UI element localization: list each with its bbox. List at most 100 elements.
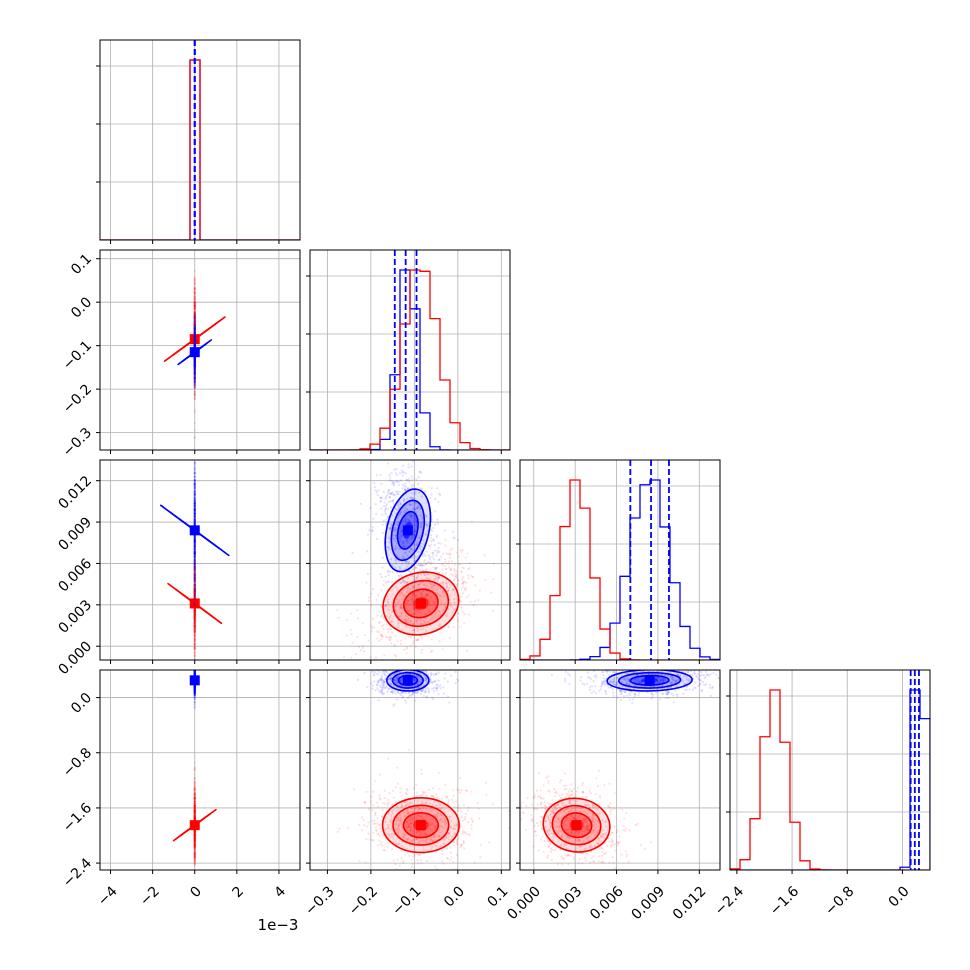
scatter-point	[193, 590, 196, 593]
scatter-point	[457, 612, 460, 615]
scatter-point	[394, 523, 397, 526]
scatter-point	[419, 525, 423, 528]
scatter-point	[417, 583, 420, 586]
scatter-point	[193, 589, 196, 592]
scatter-point	[193, 471, 196, 475]
scatter-point	[193, 558, 196, 561]
scatter-point	[386, 580, 389, 583]
scatter-point	[432, 539, 435, 542]
scatter-point	[193, 301, 196, 304]
scatter-point	[193, 303, 196, 307]
scatter-point	[397, 621, 400, 624]
scatter-point	[193, 841, 196, 844]
scatter-point	[415, 478, 418, 481]
scatter-point	[389, 637, 393, 640]
scatter-point	[193, 512, 196, 516]
scatter-point	[193, 584, 196, 587]
scatter-point	[193, 548, 196, 551]
scatter-point	[422, 561, 426, 564]
scatter-point	[194, 877, 196, 879]
scatter-point	[429, 586, 432, 589]
scatter-point	[193, 841, 196, 844]
scatter-point	[394, 605, 398, 608]
scatter-point	[193, 574, 196, 578]
scatter-point	[454, 591, 457, 594]
scatter-point	[413, 493, 417, 496]
scatter-point	[193, 589, 196, 592]
scatter-point	[193, 630, 196, 633]
scatter-point	[453, 601, 456, 604]
scatter-point	[432, 600, 436, 603]
scatter-point	[193, 834, 196, 837]
scatter-point	[377, 630, 380, 634]
scatter-point	[193, 313, 196, 316]
scatter-point	[193, 377, 196, 380]
scatter-point	[460, 588, 463, 591]
scatter-point	[193, 809, 196, 812]
scatter-point	[193, 509, 196, 512]
scatter-point	[406, 487, 409, 491]
scatter-point	[193, 588, 196, 591]
scatter-point	[193, 333, 196, 336]
scatter-point	[193, 795, 196, 798]
scatter-point	[394, 526, 397, 529]
scatter-point	[193, 584, 196, 587]
scatter-point	[193, 609, 196, 612]
scatter-point	[193, 797, 196, 800]
scatter-point	[193, 555, 196, 558]
scatter-point	[193, 615, 196, 618]
scatter-point	[372, 626, 375, 629]
scatter-point	[453, 569, 456, 572]
scatter-point	[193, 501, 196, 505]
scatter-point	[193, 513, 196, 516]
scatter-point	[193, 324, 196, 327]
panel-frame-0-0	[99, 39, 301, 241]
scatter-point	[193, 609, 196, 612]
scatter-point	[193, 568, 196, 571]
scatter-point	[403, 579, 406, 583]
scatter-point	[193, 367, 196, 370]
scatter-point	[374, 489, 377, 492]
scatter-point	[396, 517, 399, 520]
scatter-point	[193, 328, 196, 331]
scatter-point	[193, 604, 196, 607]
scatter-point	[193, 844, 196, 847]
scatter-point	[193, 860, 196, 863]
scatter-point	[193, 569, 196, 573]
scatter-point	[414, 507, 417, 510]
scatter-point	[193, 608, 196, 611]
scatter-point	[434, 597, 437, 600]
scatter-point	[399, 594, 402, 597]
scatter-point	[193, 359, 196, 362]
scatter-point	[193, 616, 196, 619]
scatter-point	[420, 495, 423, 498]
scatter-point	[492, 609, 495, 613]
scatter-point	[193, 847, 196, 850]
scatter-point	[193, 592, 196, 595]
scatter-point	[193, 815, 196, 818]
scatter-point	[193, 325, 196, 328]
scatter-point	[193, 591, 196, 594]
scatter-point	[400, 533, 403, 537]
scatter-point	[193, 316, 196, 320]
scatter-point	[193, 323, 196, 326]
scatter-point	[193, 609, 196, 612]
scatter-point	[193, 546, 196, 549]
scatter-point	[413, 554, 416, 558]
scatter-point	[193, 483, 196, 486]
scatter-point	[193, 567, 196, 571]
scatter-point	[193, 319, 196, 323]
scatter-point	[193, 630, 196, 633]
scatter-point	[193, 808, 196, 811]
scatter-point	[193, 806, 196, 809]
scatter-point	[415, 619, 418, 622]
scatter-point	[424, 573, 427, 577]
scatter-point	[193, 519, 196, 522]
scatter-point	[193, 366, 196, 369]
scatter-point	[193, 809, 196, 812]
scatter-point	[193, 370, 196, 373]
scatter-point	[193, 363, 196, 366]
scatter-point	[193, 493, 196, 496]
scatter-point	[193, 357, 196, 361]
panel-frame-1-0	[99, 249, 301, 451]
